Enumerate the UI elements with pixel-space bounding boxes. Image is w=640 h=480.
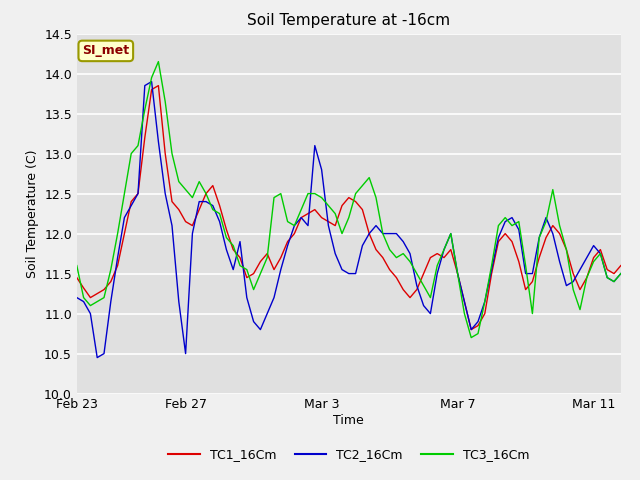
- Legend: TC1_16Cm, TC2_16Cm, TC3_16Cm: TC1_16Cm, TC2_16Cm, TC3_16Cm: [163, 443, 534, 466]
- Y-axis label: Soil Temperature (C): Soil Temperature (C): [26, 149, 38, 278]
- X-axis label: Time: Time: [333, 414, 364, 427]
- Text: SI_met: SI_met: [82, 44, 129, 58]
- Title: Soil Temperature at -16cm: Soil Temperature at -16cm: [247, 13, 451, 28]
